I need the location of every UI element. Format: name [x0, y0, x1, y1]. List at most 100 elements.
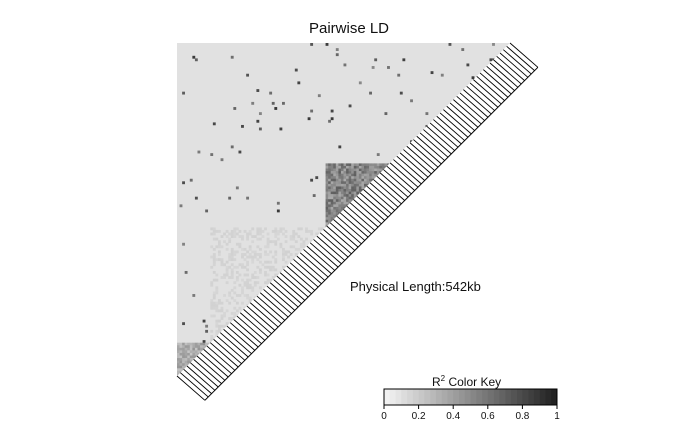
ld-cell	[307, 229, 311, 233]
ld-cell	[294, 232, 298, 236]
ld-cell	[210, 335, 214, 338]
ld-cell	[369, 165, 372, 169]
ld-cell	[230, 270, 234, 274]
marker-line	[356, 195, 386, 221]
ld-cell	[177, 350, 180, 354]
ld-cell	[225, 281, 229, 285]
ld-cell	[363, 181, 367, 185]
ld-cell	[215, 278, 219, 282]
ld-cell	[366, 165, 370, 169]
ld-cell	[333, 168, 337, 172]
ld-cell	[340, 186, 344, 190]
ld-cell	[215, 332, 219, 336]
ld-cell	[184, 352, 188, 356]
ld-cell	[340, 199, 344, 203]
ld-cell	[241, 291, 244, 295]
ld-cell	[182, 91, 185, 95]
ld-cell	[335, 176, 339, 180]
ld-cell	[269, 250, 273, 254]
ld-cell	[233, 232, 237, 236]
ld-cell	[328, 191, 331, 195]
ld-cell	[335, 194, 339, 197]
marker-line	[276, 275, 306, 301]
ld-cell	[177, 360, 180, 364]
ld-cell	[328, 176, 331, 180]
ld-cell	[177, 363, 180, 367]
ld-cell	[192, 355, 196, 359]
ld-cell	[251, 240, 255, 244]
ld-cell	[225, 235, 229, 238]
ld-cell	[335, 204, 339, 208]
ld-cell	[348, 183, 352, 187]
ld-cell	[284, 250, 288, 254]
color-key-swatch	[464, 389, 471, 405]
ld-cell	[182, 322, 185, 326]
marker-line	[326, 225, 356, 251]
ld-cell	[261, 235, 265, 238]
ld-cell	[189, 342, 193, 346]
ld-cell	[233, 291, 237, 295]
ld-cell	[235, 294, 239, 297]
ld-cell	[264, 245, 267, 249]
ld-cell	[246, 268, 250, 272]
ld-cell	[238, 242, 242, 246]
ld-cell	[271, 265, 275, 269]
marker-line	[453, 99, 482, 125]
ld-cell	[353, 181, 357, 185]
ld-cell	[335, 173, 339, 177]
ld-cell	[325, 171, 329, 174]
marker-line	[476, 75, 505, 101]
marker-line	[236, 315, 266, 341]
marker-line	[459, 92, 489, 118]
ld-cell	[325, 214, 329, 218]
ld-cell	[230, 317, 234, 320]
ld-cell	[230, 258, 234, 262]
marker-line	[509, 42, 539, 68]
color-key-swatch	[441, 389, 448, 405]
marker-line	[499, 52, 529, 78]
ld-cell	[228, 237, 232, 241]
ld-cell	[194, 196, 198, 200]
ld-cell	[361, 173, 365, 177]
ld-cell	[200, 347, 203, 351]
ld-cell	[335, 178, 339, 182]
ld-cell	[238, 283, 242, 287]
ld-cell	[328, 212, 331, 215]
ld-cell	[215, 273, 219, 277]
ld-cell	[253, 281, 257, 285]
ld-cell	[248, 253, 252, 256]
ld-cell	[305, 229, 308, 233]
marker-line	[286, 265, 316, 291]
ld-cell	[217, 250, 221, 254]
ld-cell	[212, 270, 216, 274]
ld-cell	[346, 181, 349, 185]
ld-cell	[251, 276, 255, 279]
ld-cell	[351, 196, 355, 200]
ld-cell	[264, 250, 267, 254]
ld-cell	[243, 247, 247, 251]
color-key-swatch	[539, 389, 546, 405]
color-key-swatch	[424, 389, 431, 405]
ld-cell	[279, 229, 283, 233]
ld-cell	[330, 206, 334, 210]
chart-title: Pairwise LD	[309, 20, 389, 37]
ld-cell	[340, 168, 344, 172]
marker-line	[269, 282, 299, 308]
ld-cell	[179, 352, 183, 356]
ld-cell	[179, 204, 183, 208]
ld-cell	[253, 270, 257, 274]
physical-length-label: Physical Length:542kb	[350, 279, 481, 294]
ld-cell	[177, 355, 180, 359]
marker-line	[299, 252, 329, 278]
ld-cell	[348, 194, 352, 197]
ld-cell	[348, 163, 352, 167]
ld-cell	[371, 176, 375, 180]
ld-cell	[228, 196, 232, 200]
ld-cell	[220, 276, 224, 279]
marker-line	[229, 322, 259, 348]
ld-cell	[299, 245, 303, 249]
ld-cell	[333, 189, 337, 192]
ld-cell	[402, 58, 406, 62]
marker-line	[483, 69, 512, 95]
ld-cell	[351, 189, 355, 192]
